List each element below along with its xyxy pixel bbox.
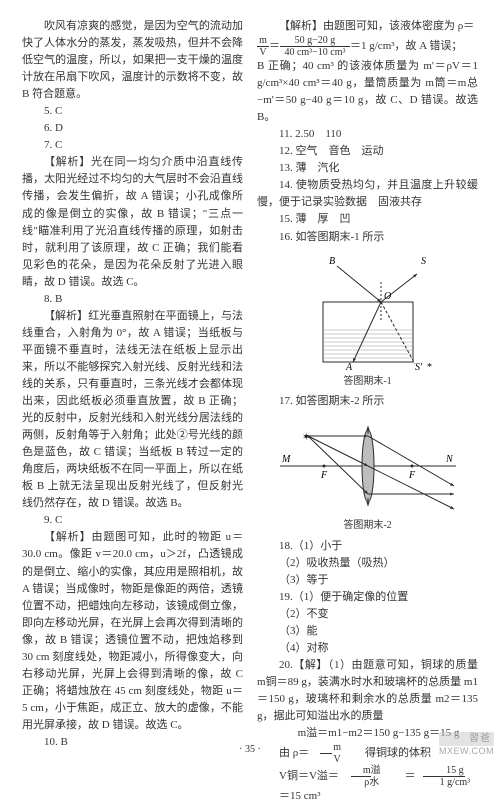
svg-text:S: S: [421, 256, 426, 267]
svg-text:F: F: [320, 470, 328, 481]
text: 【解析】由题图可知，该液体密度为 ρ＝: [279, 20, 474, 32]
figure-1-diagram: B S O A S' *: [303, 252, 433, 372]
answer-line: 8. B: [22, 291, 243, 308]
text: ＝15 cm³: [257, 788, 321, 805]
answer-line: （3）等于: [257, 572, 478, 589]
paragraph: 【解析】由题图可知，此时的物距 u＝30.0 cm。像距 v＝20.0 cm，u…: [22, 529, 243, 734]
answer-line: （3）能: [257, 623, 478, 640]
answer-line: 9. C: [22, 512, 243, 529]
svg-text:F: F: [408, 470, 416, 481]
page-number: · 35 ·: [0, 742, 500, 758]
svg-text:S': S': [415, 362, 423, 372]
answer-line: 13. 薄 汽化: [257, 160, 478, 177]
answer-line: 17. 如答图期末-2 所示: [257, 393, 478, 410]
fraction-top: m: [259, 35, 267, 46]
paragraph: 20.【解】（1）由题意可知，铜球的质量 m铜＝89 g，装满水时水和玻璃杯的总…: [257, 657, 478, 725]
svg-text:M: M: [281, 454, 291, 465]
svg-text:*: *: [427, 362, 432, 372]
fraction-bottom: V: [259, 47, 266, 58]
paragraph: 【解析】光在同一均匀介质中沿直线传播，太阳光经过不均匀的大气层时不会沿直线传播，…: [22, 154, 243, 290]
answer-line: （4）对称: [257, 640, 478, 657]
left-column: 吹风有凉爽的感觉，是因为空气的流动加快了人体水分的蒸发，蒸发吸热，但并不会降低空…: [22, 18, 243, 755]
watermark: 習爸 MXEW.COM: [439, 732, 494, 757]
answer-line: 6. D: [22, 120, 243, 137]
figure-1-caption: 答图期末-1: [257, 374, 478, 390]
paragraph: 【解析】由题图可知，该液体密度为 ρ＝: [257, 18, 478, 35]
answer-line: 12. 空气 音色 运动: [257, 143, 478, 160]
answer-line: 7. C: [22, 137, 243, 154]
answer-line: 11. 2.50 110: [257, 126, 478, 143]
figure-2-diagram: FFMN✶: [278, 416, 458, 516]
paragraph: 吹风有凉爽的感觉，是因为空气的流动加快了人体水分的蒸发，蒸发吸热，但并不会降低空…: [22, 18, 243, 103]
equation-line: V铜＝V溢＝ m溢 ρ水 ＝ 15 g 1 g/cm³ ＝15 cm³: [257, 765, 478, 805]
right-column: 【解析】由题图可知，该液体密度为 ρ＝ m V ＝ 50 g−20 g 40 c…: [257, 18, 478, 755]
answer-line: （2）吸收热量（吸热）: [257, 555, 478, 572]
answer-line: （2）不变: [257, 606, 478, 623]
answer-line: 5. C: [22, 103, 243, 120]
svg-text:B: B: [329, 256, 335, 267]
text: ＝: [383, 768, 416, 785]
fraction-bottom: 1 g/cm³: [418, 777, 471, 788]
answer-line: 16. 如答图期末-1 所示: [257, 229, 478, 246]
equation-line: m V ＝ 50 g−20 g 40 cm³−10 cm³ ＝1 g/cm³，故…: [257, 35, 478, 58]
svg-text:A: A: [345, 362, 353, 372]
figure-2-caption: 答图期末-2: [257, 518, 478, 534]
fraction-bottom: 40 cm³−10 cm³: [284, 47, 345, 58]
answer-line: 14. 使物质受热均匀，并且温度上升较缓慢，便于记录实验数据 固液共存: [257, 177, 478, 211]
watermark-url: MXEW.COM: [439, 746, 494, 757]
fraction-top: m溢: [341, 765, 381, 776]
fraction-bottom: ρ水: [342, 777, 379, 788]
watermark-logo: 習爸: [439, 732, 494, 746]
text: ＝1 g/cm³，故 A 错误；: [350, 38, 462, 55]
svg-text:O: O: [384, 291, 391, 302]
paragraph: 【解析】红光垂直照射在平面镜上，与法线重合，入射角为 0°，故 A 错误；当纸板…: [22, 308, 243, 513]
answer-line: 19.（1）便于确定像的位置: [257, 589, 478, 606]
fraction-top: 15 g: [424, 765, 464, 776]
page-body: 吹风有凉爽的感觉，是因为空气的流动加快了人体水分的蒸发，蒸发吸热，但并不会降低空…: [0, 0, 500, 763]
paragraph: B 正确；40 cm³ 的该液体质量为 m'＝ρV＝1 g/cm³×40 cm³…: [257, 58, 478, 126]
text: V铜＝V溢＝: [257, 768, 339, 785]
answer-line: 18.（1）小于: [257, 538, 478, 555]
svg-text:N: N: [445, 454, 454, 465]
answer-line: 15. 薄 厚 凹: [257, 211, 478, 228]
fraction-top: 50 g−20 g: [295, 35, 336, 46]
